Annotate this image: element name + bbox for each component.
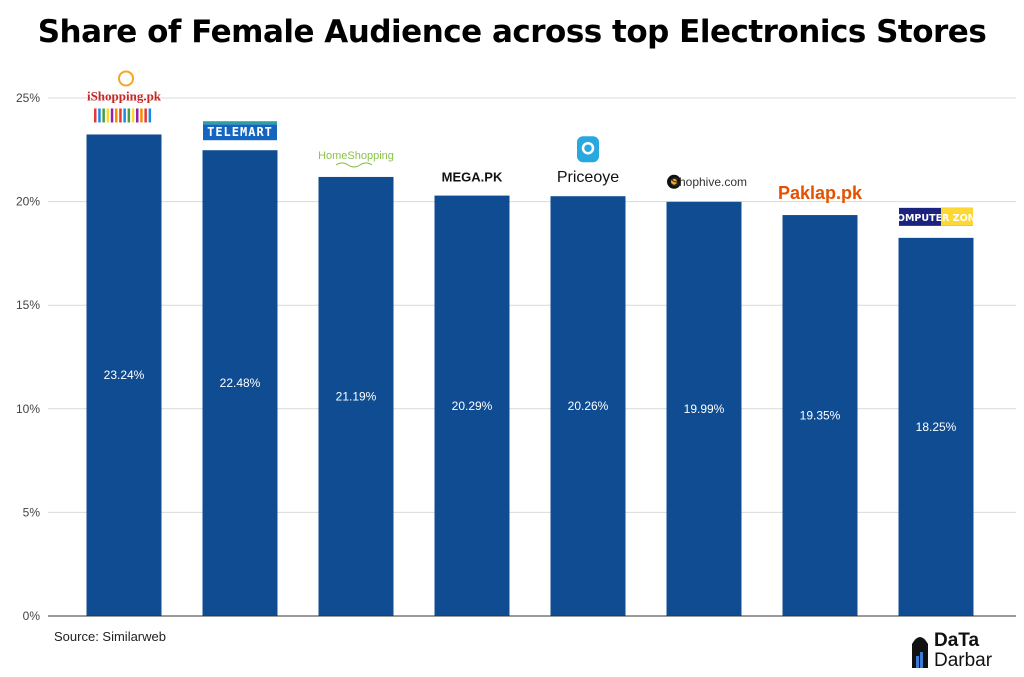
logo-stripe <box>148 108 152 123</box>
logo-text: HomeShopping <box>318 150 394 162</box>
store-logo: HomeShopping <box>318 150 394 168</box>
logo-stripe <box>123 108 126 123</box>
bar <box>86 134 162 616</box>
y-axis-ticks: 0% 5% 10% 15% 20% 25% <box>16 91 40 623</box>
y-tick-label: 25% <box>16 91 40 105</box>
bar <box>202 150 278 616</box>
logo-stripe <box>136 108 139 123</box>
logo-stripe <box>98 108 101 123</box>
store-logo: MEGA.PK <box>442 170 503 185</box>
svg-text:Darbar: Darbar <box>934 650 993 670</box>
store-logo: COMPUTER ZONE <box>890 207 982 226</box>
logo-stripe <box>140 108 143 123</box>
datadarbar-logo: DaTa Darbar <box>912 630 993 670</box>
data-label: 22.48% <box>220 376 261 390</box>
logo-box <box>203 124 277 141</box>
store-logo: Priceoye <box>557 136 619 186</box>
store-logo: Shophive.com <box>667 174 747 189</box>
logo-swash <box>335 162 373 168</box>
bar <box>434 195 510 617</box>
data-labels: 23.24% 22.48% 21.19% 20.29% 20.26% 19.99% 19.3… <box>104 368 957 434</box>
logo-ring <box>118 70 134 87</box>
logo-stripe <box>119 108 122 123</box>
store-logo: iShopping.pk <box>87 70 162 123</box>
logo-accent <box>941 207 973 226</box>
logo-text: COMPUTER ZONE <box>890 213 982 224</box>
y-tick-label: 5% <box>23 505 41 519</box>
bars <box>86 134 974 617</box>
logo-stripe <box>110 108 114 123</box>
bar <box>898 237 974 617</box>
bar <box>782 215 858 616</box>
bar <box>318 176 394 616</box>
logo-stripe <box>94 108 97 123</box>
y-tick-label: 20% <box>16 195 40 209</box>
data-label: 20.29% <box>452 399 493 413</box>
logo-text: iShopping.pk <box>87 88 162 103</box>
logo-text: TELEMART <box>207 125 273 139</box>
logo-stripe <box>102 108 105 123</box>
y-tick-label: 10% <box>16 402 40 416</box>
data-label: 23.24% <box>104 368 145 382</box>
logo-badge-inner <box>671 178 677 185</box>
svg-text:DaTa: DaTa <box>934 630 979 651</box>
source-note: Source: Similarweb <box>54 629 166 644</box>
data-label: 20.26% <box>568 399 609 413</box>
logo-stripe <box>106 108 110 123</box>
store-logo: TELEMART <box>203 121 277 141</box>
logo-stripe <box>144 108 147 123</box>
bar <box>666 201 742 617</box>
logo-text: Priceoye <box>557 169 619 186</box>
logo-accent <box>203 121 277 125</box>
y-tick-label: 0% <box>23 609 41 623</box>
data-label: 19.99% <box>684 402 725 416</box>
logo-stripe <box>115 108 118 123</box>
store-logos: iShopping.pk TELEMART HomeShopping MEGA.PK P… <box>87 70 982 226</box>
bar <box>550 196 626 616</box>
logo-text: Shophive.com <box>671 175 747 189</box>
logo-text: Paklap.pk <box>778 183 863 203</box>
grid-lines <box>48 97 1016 513</box>
logo-mark <box>581 141 595 155</box>
logo-stripe <box>127 108 131 123</box>
store-logo: Paklap.pk <box>778 183 863 203</box>
logo-text: MEGA.PK <box>442 170 503 185</box>
y-tick-label: 15% <box>16 298 40 312</box>
data-label: 19.35% <box>800 409 841 423</box>
data-label: 21.19% <box>336 389 377 403</box>
data-label: 18.25% <box>916 420 957 434</box>
logo-stripe <box>131 108 135 123</box>
logo-bag <box>577 136 599 163</box>
chart-title: Share of Female Audience across top Elec… <box>37 14 987 50</box>
